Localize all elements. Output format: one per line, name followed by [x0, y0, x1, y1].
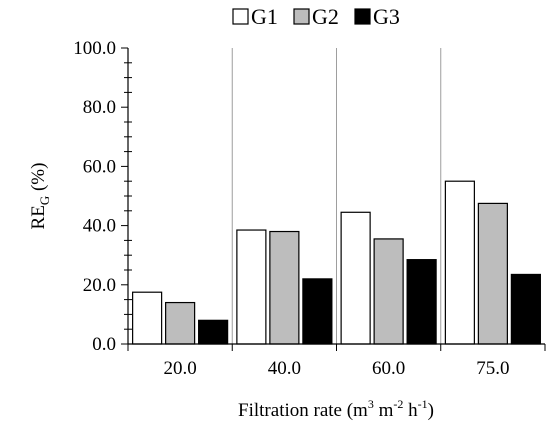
axes-group [121, 47, 546, 351]
y-tick-labels: 0.0 20.0 40.0 60.0 80.0 100.0 [73, 38, 116, 355]
axis-titles: REG (%) Filtration rate (m3 m-2 h-1) [28, 163, 434, 421]
y-tick-label: 40.0 [83, 216, 116, 237]
bar-g2-40_0 [269, 230, 300, 345]
bar-g3-20_0 [198, 319, 229, 345]
x-tick-label: 20.0 [164, 358, 197, 379]
y-tick-label: 80.0 [83, 97, 116, 118]
x-tick-label: 40.0 [268, 358, 301, 379]
legend-label-g3: G3 [373, 4, 400, 29]
x-tick-label: 75.0 [476, 358, 509, 379]
bar-g1-60_0 [340, 211, 371, 345]
legend-swatch-g3 [354, 8, 371, 25]
legend-label-g1: G1 [251, 4, 278, 29]
bar-g3-40_0 [302, 278, 333, 345]
y-tick-label: 60.0 [83, 156, 116, 177]
bar-g1-20_0 [132, 291, 163, 345]
legend-label-g2: G2 [312, 4, 339, 29]
bar-g1-40_0 [236, 229, 267, 345]
bar-g2-20_0 [165, 301, 196, 345]
y-tick-label: 20.0 [83, 275, 116, 296]
y-tick-label: 100.0 [73, 38, 116, 59]
bar-g2-60_0 [373, 238, 404, 345]
x-tick-labels: 20.0 40.0 60.0 75.0 [164, 358, 510, 379]
bar-g3-60_0 [406, 259, 437, 345]
bar-g1-75_0 [444, 180, 475, 345]
legend: G1 G2 G3 [232, 4, 400, 29]
legend-swatch-g1 [232, 8, 249, 25]
legend-swatch-g2 [293, 8, 310, 25]
y-tick-label: 0.0 [92, 334, 116, 355]
bar-g3-75_0 [510, 273, 541, 345]
bar-g2-75_0 [477, 202, 508, 345]
x-axis-title: Filtration rate (m3 m-2 h-1) [238, 397, 434, 421]
x-tick-label: 60.0 [372, 358, 405, 379]
y-axis-title: REG (%) [28, 163, 52, 230]
bars-group [132, 180, 541, 345]
